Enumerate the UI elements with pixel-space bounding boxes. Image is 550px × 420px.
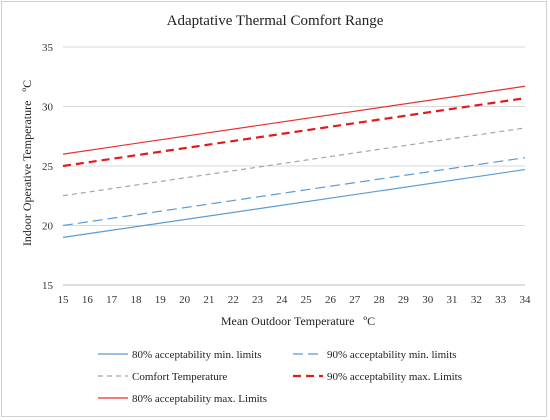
y-tick-label: 30 xyxy=(42,102,54,114)
x-tick-label: 16 xyxy=(82,294,94,306)
series-line-1 xyxy=(62,168,526,238)
y-axis-label-text: Indoor Operative Temperature xyxy=(20,101,34,247)
x-axis-label: Mean Outdoor Temperature ºC xyxy=(221,314,375,328)
series-line-3 xyxy=(62,127,526,197)
x-tick-label: 17 xyxy=(106,294,118,306)
x-tick-label: 21 xyxy=(203,294,214,306)
x-tick-labels: 15 16 17 18 19 20 21 22 23 24 25 26 27 28 29 30 31 32 33 34 xyxy=(58,294,532,306)
gridlines xyxy=(63,46,525,286)
x-axis-label-text: Mean Outdoor Temperature xyxy=(221,314,355,328)
x-tick-label: 28 xyxy=(374,294,386,306)
y-tick-label: 25 xyxy=(42,161,54,173)
x-tick-label: 27 xyxy=(349,294,361,306)
x-tick-label: 30 xyxy=(422,294,434,306)
chart-title: Adaptative Thermal Comfort Range xyxy=(167,13,384,29)
x-tick-label: 31 xyxy=(447,294,458,306)
series-line-5 xyxy=(62,85,526,155)
x-tick-label: 26 xyxy=(325,294,337,306)
x-tick-label: 29 xyxy=(398,294,410,306)
x-axis-label-unit: ºC xyxy=(363,314,375,328)
legend-label-2: 90% acceptability min. limits xyxy=(327,349,457,361)
legend-label-3: Comfort Temperature xyxy=(132,371,227,383)
series-lines xyxy=(62,85,526,238)
x-tick-label: 20 xyxy=(179,294,191,306)
y-axis-label: Indoor Operative Temperature ºC xyxy=(20,80,34,246)
series-line-2 xyxy=(62,157,526,227)
x-tick-label: 33 xyxy=(495,294,507,306)
y-tick-labels: 15 20 25 30 35 xyxy=(42,42,54,292)
x-tick-label: 34 xyxy=(520,294,532,306)
x-tick-label: 15 xyxy=(58,294,70,306)
y-tick-label: 35 xyxy=(42,42,54,54)
y-axis-label-unit: ºC xyxy=(20,80,34,92)
legend-label-1: 80% acceptability min. limits xyxy=(132,349,262,361)
series-line-4 xyxy=(62,97,526,168)
x-tick-label: 23 xyxy=(252,294,264,306)
y-tick-label: 20 xyxy=(42,221,54,233)
legend-label-5: 80% acceptability max. Limits xyxy=(132,393,267,405)
legend-label-4: 90% acceptability max. Limits xyxy=(327,371,462,383)
legend: 80% acceptability min. limits 90% accepta… xyxy=(98,349,462,405)
x-tick-label: 32 xyxy=(471,294,482,306)
x-tick-label: 22 xyxy=(228,294,239,306)
x-tick-label: 18 xyxy=(130,294,142,306)
x-tick-label: 19 xyxy=(155,294,167,306)
x-tick-label: 25 xyxy=(301,294,313,306)
x-tick-label: 24 xyxy=(276,294,288,306)
y-tick-label: 15 xyxy=(42,280,54,292)
